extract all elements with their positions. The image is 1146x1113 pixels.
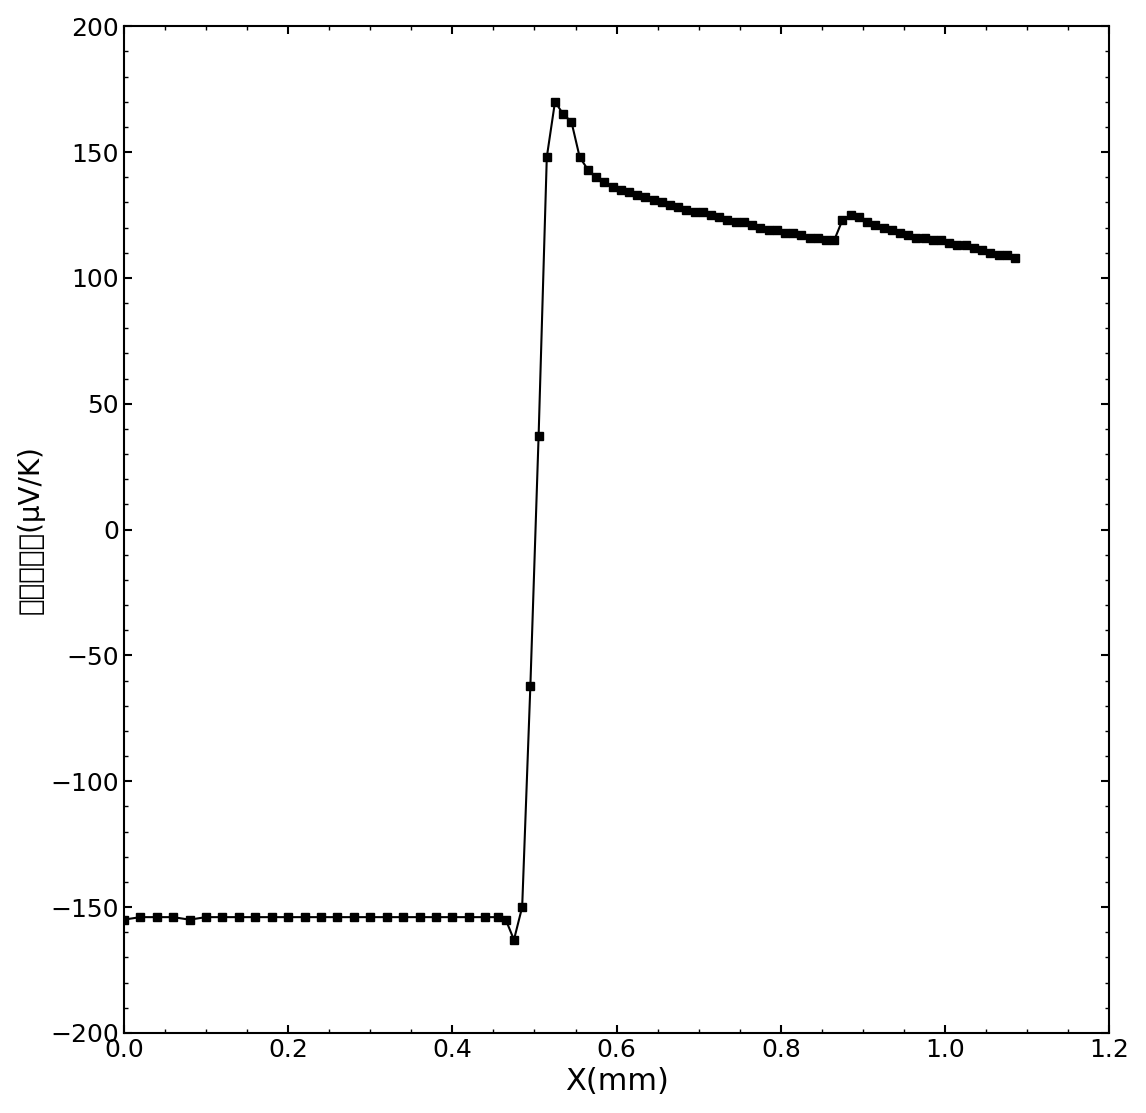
Y-axis label: 塞贝克系数(μV/K): 塞贝克系数(μV/K): [17, 445, 45, 614]
X-axis label: X(mm): X(mm): [565, 1067, 668, 1096]
